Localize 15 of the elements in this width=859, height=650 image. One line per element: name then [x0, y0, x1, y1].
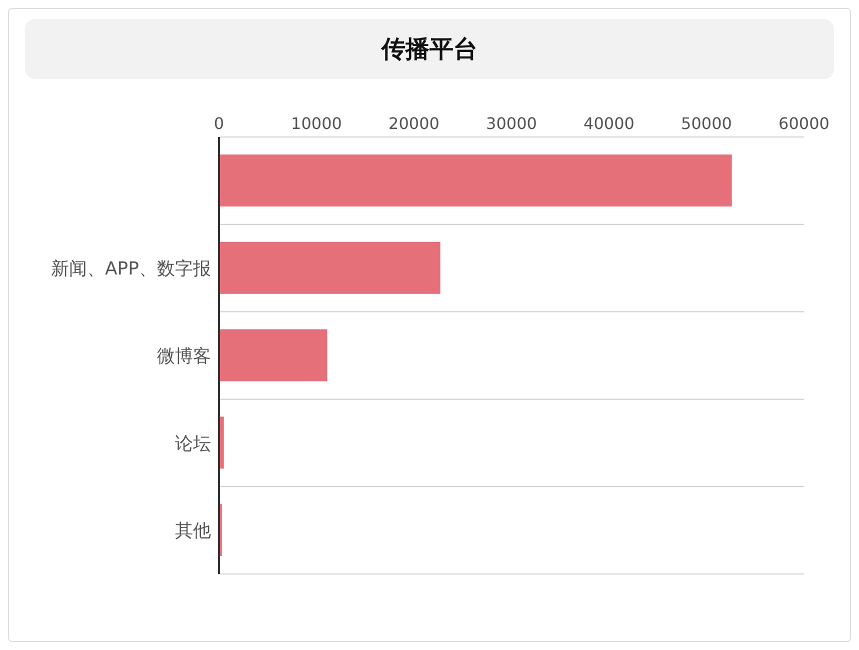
x-tick-label: 20000 [388, 114, 440, 133]
bar [219, 242, 440, 294]
x-tick-label: 10000 [291, 114, 342, 133]
chart-title: 传播平台 [25, 19, 834, 79]
bar [219, 154, 732, 206]
y-tick-label: 微博客 [157, 346, 211, 367]
x-tick-label: 50000 [681, 114, 732, 133]
x-tick-label: 60000 [778, 114, 830, 133]
y-tick-label: 新闻、APP、数字报 [50, 258, 211, 280]
bar [219, 329, 328, 382]
x-tick-label: 40000 [584, 114, 634, 133]
x-tick-label: 30000 [486, 114, 537, 133]
x-tick-label: 0 [214, 114, 224, 133]
y-tick-label: 其他 [175, 520, 211, 542]
y-tick-label: 论坛 [175, 433, 211, 454]
